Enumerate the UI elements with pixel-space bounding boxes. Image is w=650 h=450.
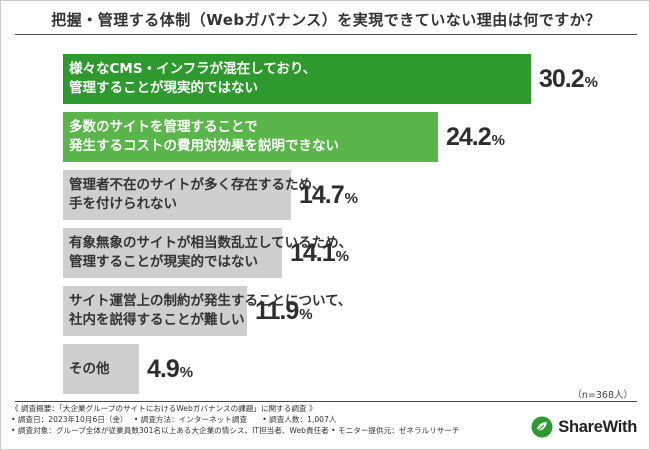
bar-label-line: 多数のサイトを管理することで <box>69 119 258 135</box>
bar-value-number: 4.9 <box>147 354 180 383</box>
bar-row: サイト運営上の制約が発生することについて、 社内を説得することが難しい 11.9% <box>63 286 531 336</box>
bar-label: 様々なCMS・インフラが混在しており、 管理することが現実的ではない <box>69 54 316 104</box>
bar-row: 管理者不在のサイトが多く存在するため、 手を付けられない 14.7% <box>63 170 531 220</box>
footer-divider <box>15 401 637 402</box>
bar <box>63 112 438 162</box>
footnote-line: • 調査日：2023年10月6日（金） • 調査方法：インターネット調査 • 調… <box>11 415 337 424</box>
sharewith-leaf-icon <box>531 416 553 438</box>
bar-label: 有象無象のサイトが相当数乱立しているため、 管理することが現実的ではない <box>69 228 352 278</box>
bar-label: 多数のサイトを管理することで発生するコストの費用対効果を説明できない <box>69 112 339 162</box>
bar-value-unit: % <box>584 73 598 91</box>
bar-label-line: 発生するコストの費用対効果を説明できない <box>69 138 339 154</box>
bar-value-unit: % <box>335 247 349 265</box>
bar-label-line: 様々なCMS・インフラが混在しており、 <box>69 61 317 77</box>
bar <box>63 344 139 394</box>
footnote-line: 《 調査概要：「大企業グループのサイトにおけるWebガバナンスの課題」に関する調… <box>11 404 317 413</box>
bar-value-number: 30.2 <box>539 64 585 93</box>
bar-value-number: 11.9 <box>255 296 299 325</box>
bar-value-number: 14.1 <box>290 238 336 267</box>
bar-value-unit: % <box>344 189 358 207</box>
bar-row: 有象無象のサイトが相当数乱立しているため、 管理することが現実的ではない 14.1% <box>63 228 531 278</box>
bar-value-label: 24.2% <box>446 112 505 162</box>
bar-label: サイト運営上の制約が発生することについて、 社内を説得することが難しい <box>69 286 351 336</box>
bar <box>63 228 282 278</box>
bar-label: その他 <box>69 344 110 394</box>
footnote-line: • 調査対象：グループ全体が従業員数301名以上ある大企業の情シス、IT担当者、… <box>11 426 460 435</box>
bar-row: 多数のサイトを管理することで発生するコストの費用対効果を説明できない 24.2% <box>63 112 531 162</box>
bar-value-unit: % <box>491 131 505 149</box>
bar-value-unit: % <box>179 363 193 381</box>
bar-label-line: その他 <box>69 360 110 377</box>
survey-footnote: 《 調査概要：「大企業グループのサイトにおけるWebガバナンスの課題」に関する調… <box>11 403 481 436</box>
chart-title: 把握・管理する体制（Webガバナンス）を実現できていない理由は何ですか？ <box>51 11 601 29</box>
bar-value-number: 24.2 <box>446 122 492 151</box>
bar-label-line: サイト運営上の制約が発生することについて、 <box>69 293 352 309</box>
bar <box>63 54 531 104</box>
bar-label-line: 手を付けられない <box>69 196 177 212</box>
bar-value-unit: % <box>299 305 312 323</box>
sample-size-note: （n=368人） <box>572 390 633 401</box>
title-divider <box>15 34 637 35</box>
bar-label-line: 管理することが現実的ではない <box>69 254 258 270</box>
bar-label-line: 管理者不在のサイトが多く存在するため、 <box>69 177 326 193</box>
bar-row: その他 4.9% <box>63 344 531 394</box>
bar-value-label: 11.9% <box>255 286 313 336</box>
bar-label-line: 有象無象のサイトが相当数乱立しているため、 <box>69 235 353 251</box>
bar-label: 管理者不在のサイトが多く存在するため、 手を付けられない <box>69 170 326 220</box>
bar-value-label: 14.7% <box>299 170 358 220</box>
bar-value-label: 4.9% <box>147 344 193 394</box>
bar-row: 様々なCMS・インフラが混在しており、 管理することが現実的ではない 30.2% <box>63 54 598 104</box>
bar-label-line: 社内を説得することが難しい <box>69 312 245 328</box>
bar-value-label: 14.1% <box>290 228 349 278</box>
sharewith-logo: ShareWith <box>531 416 637 438</box>
bar-label-line: 管理することが現実的ではない <box>69 80 258 96</box>
bar-value-label: 30.2% <box>539 54 598 104</box>
bar <box>63 286 247 336</box>
bar-value-number: 14.7 <box>299 180 345 209</box>
bar <box>63 170 291 220</box>
brand-name: ShareWith <box>558 417 637 436</box>
